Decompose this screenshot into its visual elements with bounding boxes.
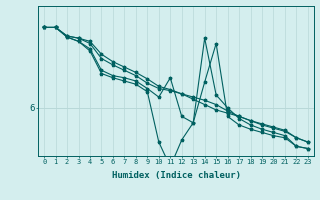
X-axis label: Humidex (Indice chaleur): Humidex (Indice chaleur) (111, 171, 241, 180)
